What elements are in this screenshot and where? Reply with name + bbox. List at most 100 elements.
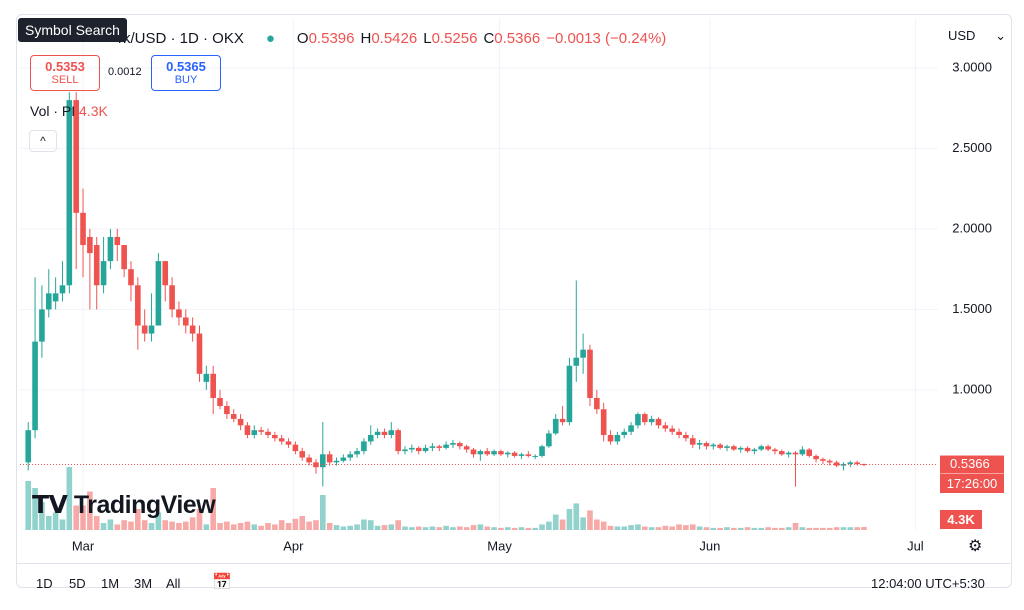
volume-bar [491,527,497,530]
candle-body [744,447,751,452]
volume-bar [484,526,491,530]
candle-body [436,446,443,448]
candle-body [662,425,669,429]
volume-bar [73,505,79,530]
range-button[interactable]: All [166,576,181,591]
sell-price: 0.5353 [45,59,85,74]
candle-body [833,462,840,466]
candle-body [566,365,573,423]
candle-body [703,443,710,447]
volume-tag: 4.3K [940,510,982,529]
volume-bar [381,525,388,530]
y-tick-label: 1.5000 [952,301,992,316]
collapse-button[interactable]: ^ [29,130,57,152]
candle-body [840,463,847,466]
last-price-tag [940,455,1004,474]
volume-bar [635,524,641,530]
candle-body [326,454,333,463]
candle-body [683,435,689,439]
candle-body [648,418,655,423]
volume-bar [244,521,251,530]
buy-button[interactable]: 0.5365 BUY [151,55,221,91]
spread: 0.0012 [108,66,142,78]
symbol[interactable]: rk/USD · 1D · OKX [118,30,244,47]
y-tick-label: 3.0000 [952,59,992,74]
candle-body [635,414,641,426]
volume-bar [80,505,86,530]
volume-bar [443,525,449,530]
candle-body [477,451,484,455]
candle-body [388,430,395,436]
candle-body [121,245,127,270]
volume-bar [429,526,436,530]
candle-body [806,449,813,456]
currency-select[interactable]: USD ⌄ [948,28,1006,43]
volume-bar [121,520,127,530]
volume-bar [326,523,333,530]
c-label: C [483,30,495,47]
candle-body [559,418,566,423]
candle-body [155,261,162,326]
h: H0.5426 [360,30,417,47]
volume-bar [450,527,456,530]
volume-bar [25,481,32,530]
candle-body [717,444,723,448]
candle-body [641,414,648,423]
sell-button[interactable]: 0.5353 SELL [30,55,100,91]
date-range-button[interactable]: 📅 [212,574,232,591]
volume-bar [251,524,258,530]
volume-bar [395,520,401,530]
range-button[interactable]: 3M [134,576,153,591]
frame [16,14,1012,588]
volume-bar [258,525,264,530]
candle-body [73,100,79,213]
vol-title: Vol · PI [30,103,76,119]
volume-bar [59,519,66,530]
candle-body [422,447,429,452]
volume-bar [141,520,148,530]
candle-body [779,451,785,455]
candle-body [854,462,860,465]
volume-bar [546,521,552,530]
candle-body [511,452,518,456]
candle-body [580,349,586,358]
candle-body [532,455,538,457]
candle-body [66,100,73,286]
candle-body [655,418,662,426]
volume-bar [93,516,100,530]
volume-bar [340,526,347,530]
volume-bar [313,520,319,530]
volume-bar [100,523,107,530]
volume-bar [107,519,114,530]
candle-body [765,446,771,450]
legend: rk/USD · 1D · OKX ● O0.5396 H0.5426 L0.5… [118,30,667,47]
volume-bar [477,524,484,530]
candle-body [251,430,258,436]
volume-bar [833,527,840,530]
buy-label: BUY [174,74,198,86]
volume-bar [224,521,230,530]
volume-bar [779,527,785,530]
candle-body [443,444,449,448]
candle-body [395,430,401,452]
volume-bar [600,521,607,530]
l-label: L [423,30,432,47]
candle-body [813,455,819,460]
volume-bar [559,519,566,530]
volume-bar [415,526,422,530]
volume-bar [162,520,169,530]
volume-bar [210,488,216,530]
settings-button[interactable]: ⚙ [968,538,983,555]
candle-body [552,418,559,434]
candle-body [80,212,86,246]
volume-bar [52,512,59,530]
volume-bar [203,524,210,530]
volume-bar [614,526,621,530]
range-button[interactable]: 1M [101,576,120,591]
range-button[interactable]: 1D [36,576,53,591]
range-button[interactable]: 5D [69,576,86,591]
candle-body [135,285,141,326]
candle-body [381,431,388,436]
